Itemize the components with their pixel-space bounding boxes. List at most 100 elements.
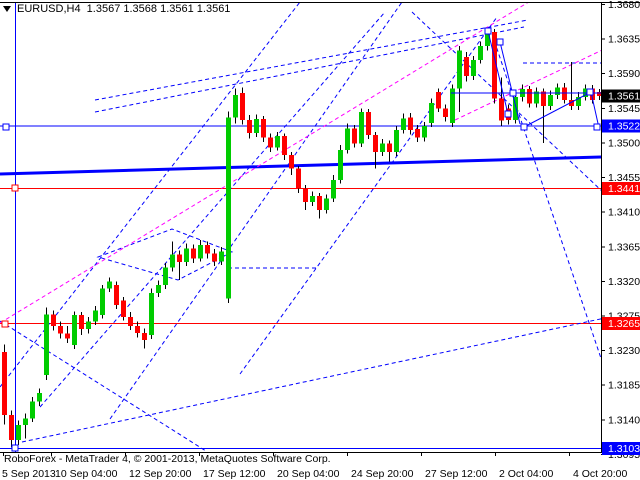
candle bbox=[72, 311, 77, 349]
zigzag-line[interactable] bbox=[499, 41, 521, 125]
plot-area[interactable] bbox=[0, 0, 638, 452]
candle-body bbox=[562, 87, 567, 100]
price-tick-label: 1.3545 bbox=[608, 103, 640, 115]
trendline-dashed[interactable] bbox=[39, 11, 386, 408]
candle bbox=[457, 46, 462, 112]
candle-body bbox=[457, 50, 462, 89]
candle-body bbox=[72, 315, 77, 345]
candle bbox=[324, 194, 329, 214]
candle bbox=[58, 321, 63, 339]
trendline-dashed[interactable] bbox=[0, 2, 300, 388]
price-badge: 1.3522 bbox=[602, 119, 640, 133]
zigzag-line[interactable] bbox=[487, 30, 509, 115]
candle-body bbox=[205, 245, 210, 254]
candle-body bbox=[527, 89, 532, 104]
object-handle[interactable] bbox=[11, 444, 19, 452]
price-badge: 1.3103 bbox=[602, 442, 640, 455]
candle bbox=[121, 297, 126, 321]
candle-body bbox=[212, 253, 217, 262]
time-label: 10 Sep 04:00 bbox=[55, 468, 118, 480]
candle-body bbox=[156, 285, 161, 293]
candle-body bbox=[268, 137, 273, 148]
candle-body bbox=[135, 326, 140, 333]
candle bbox=[450, 84, 455, 127]
candle-body bbox=[324, 198, 329, 210]
candle bbox=[443, 104, 448, 122]
trendline-dashed[interactable] bbox=[0, 320, 207, 452]
candle bbox=[191, 244, 196, 263]
candle-body bbox=[576, 97, 581, 106]
candle bbox=[107, 277, 112, 292]
candle bbox=[37, 388, 42, 406]
price-badge-bg bbox=[602, 182, 640, 195]
candle bbox=[352, 125, 357, 148]
candle-body bbox=[429, 103, 434, 123]
candle-body bbox=[331, 180, 336, 199]
candle bbox=[401, 113, 406, 134]
candle-body bbox=[226, 117, 231, 299]
candle-body bbox=[352, 128, 357, 144]
candle bbox=[387, 140, 392, 162]
candle-body bbox=[191, 248, 196, 259]
object-handle[interactable] bbox=[11, 184, 19, 192]
candle-body bbox=[58, 326, 63, 334]
trendline-dashed[interactable] bbox=[109, 2, 402, 420]
time-label: 12 Sep 20:00 bbox=[129, 468, 192, 480]
trendline-magenta[interactable] bbox=[454, 33, 638, 121]
object-handle[interactable] bbox=[593, 123, 601, 131]
candle-body bbox=[394, 130, 399, 152]
trendline-dashed[interactable] bbox=[239, 16, 498, 375]
candle bbox=[282, 133, 287, 160]
candle bbox=[548, 90, 553, 110]
candle bbox=[44, 307, 49, 380]
candle-body bbox=[464, 57, 469, 76]
candle-body bbox=[373, 135, 378, 152]
price-tick-label: 1.3680 bbox=[608, 0, 640, 11]
candle-body bbox=[478, 46, 483, 60]
candle-body bbox=[401, 118, 406, 130]
object-handle[interactable] bbox=[586, 88, 594, 96]
price-tick-label: 1.3455 bbox=[608, 172, 640, 184]
price-tick-label: 1.3185 bbox=[608, 380, 640, 392]
candle-body bbox=[2, 352, 7, 415]
symbol-dropdown-icon[interactable] bbox=[3, 6, 11, 12]
candle-body bbox=[485, 32, 490, 46]
thick-trendline[interactable] bbox=[0, 155, 601, 176]
candle bbox=[9, 410, 14, 448]
diamond-pattern[interactable] bbox=[96, 228, 234, 281]
candle bbox=[51, 310, 56, 331]
object-handle[interactable] bbox=[484, 27, 492, 35]
candle-body bbox=[548, 95, 553, 106]
candle bbox=[247, 115, 252, 139]
price-badge-bg bbox=[602, 442, 640, 455]
object-handle[interactable] bbox=[504, 110, 512, 118]
candle bbox=[555, 83, 560, 99]
price-badge-label: 1.3265 bbox=[608, 318, 640, 330]
object-handle[interactable] bbox=[520, 123, 528, 131]
price-tick-label: 1.3590 bbox=[608, 68, 640, 80]
candle bbox=[576, 92, 581, 110]
candle bbox=[345, 123, 350, 154]
object-handle[interactable] bbox=[1, 320, 9, 328]
object-handle[interactable] bbox=[2, 123, 10, 131]
time-axis[interactable]: 5 Sep 2013 10 Sep 04:00 12 Sep 20:00 17 Sep… bbox=[2, 452, 627, 480]
candle-body bbox=[51, 314, 56, 326]
time-label: 2 Oct 04:00 bbox=[499, 468, 553, 480]
trendline-magenta[interactable] bbox=[0, 0, 532, 324]
object-handle[interactable] bbox=[496, 38, 504, 46]
trendline-dashed[interactable] bbox=[94, 26, 525, 113]
price-badge-label: 1.3103 bbox=[608, 443, 640, 455]
time-label: 17 Sep 12:00 bbox=[203, 468, 266, 480]
candle bbox=[359, 108, 364, 147]
price-tick-label: 1.3365 bbox=[608, 242, 640, 254]
candle-body bbox=[415, 129, 420, 138]
object-handle[interactable] bbox=[509, 89, 517, 97]
candle bbox=[16, 420, 21, 445]
trendline-dashed[interactable] bbox=[411, 11, 638, 225]
candle-body bbox=[317, 196, 322, 210]
trendline-dashed[interactable] bbox=[94, 19, 529, 101]
candle bbox=[310, 191, 315, 206]
price-axis[interactable]: 1.36801.36351.35901.35451.35001.34551.34… bbox=[601, 0, 640, 461]
